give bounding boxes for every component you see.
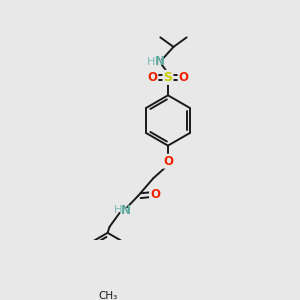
Text: O: O [147,71,158,84]
Text: O: O [178,71,188,84]
Text: CH₃: CH₃ [98,291,117,300]
Text: S: S [164,71,172,84]
Text: H: H [113,205,122,215]
Text: O: O [163,155,173,168]
Text: N: N [155,55,165,68]
Text: H: H [147,57,155,67]
Text: O: O [150,188,160,201]
Text: N: N [121,204,131,217]
